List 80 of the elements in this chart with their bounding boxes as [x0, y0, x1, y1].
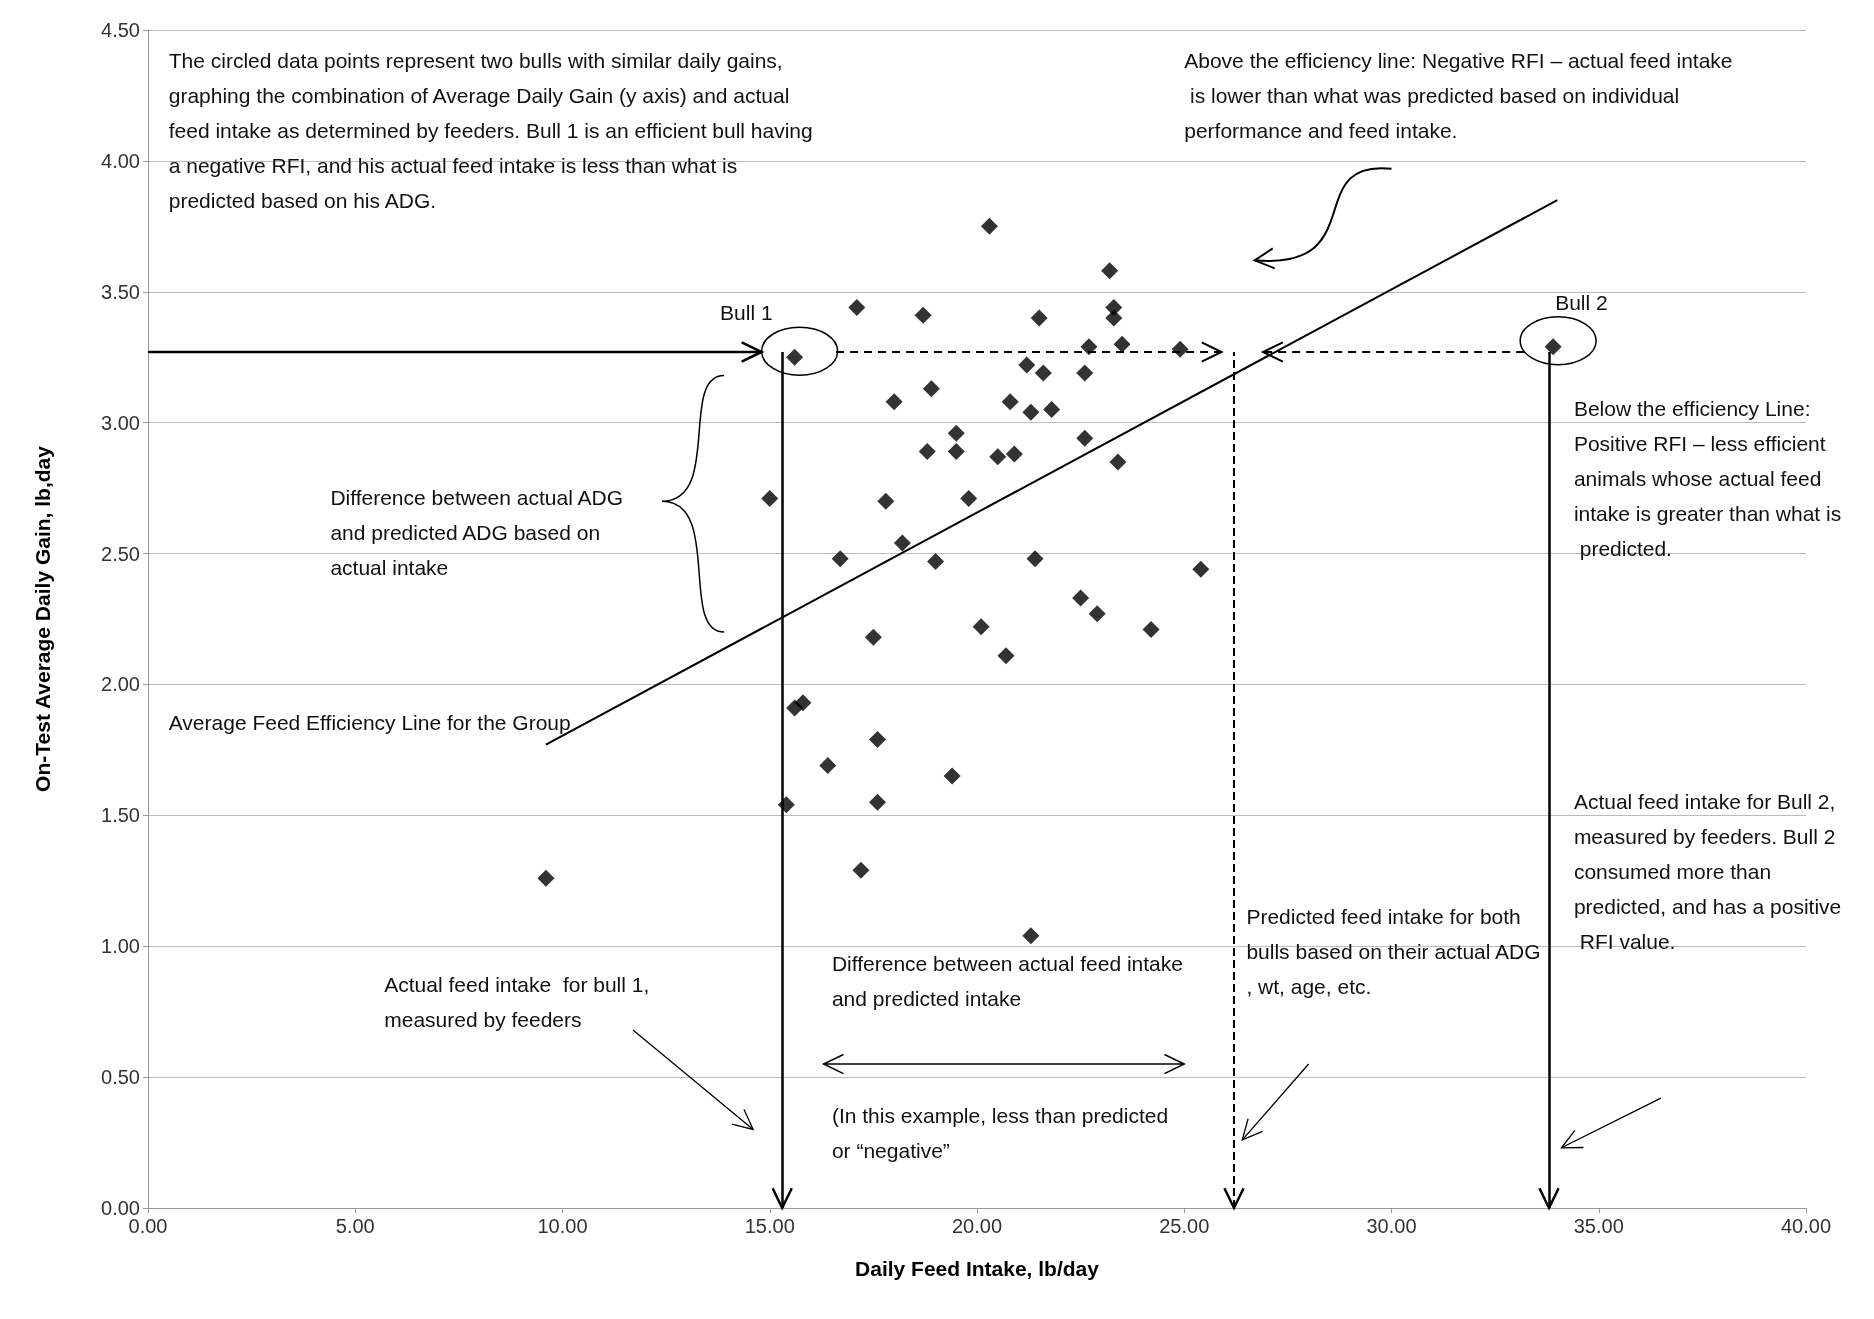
- point: [960, 490, 978, 508]
- point: [786, 348, 804, 366]
- point: [927, 552, 945, 570]
- x-axis-title: Daily Feed Intake, lb/day: [855, 1257, 1100, 1280]
- annotation: The circled data points represent two bulls with similar daily gains, graphing the combination of Average Daily Gain (y axis) and actual feed intake as determined by feeders. Bull 1 is an efficient bull having a negative RFI, and his actual feed intake is less than what is predicted based on his ADG.: [168, 49, 819, 213]
- point: [831, 550, 849, 568]
- y-axis-title: On-Test Average Daily Gain, lb,day: [31, 445, 54, 792]
- annotation: Bull 1: [720, 301, 773, 325]
- point: [1018, 356, 1036, 374]
- point: [1022, 403, 1040, 421]
- point: [1076, 429, 1094, 447]
- annotation: Difference between actual feed intake and predicted intake: [831, 952, 1189, 1011]
- point: [537, 869, 555, 887]
- point: [848, 298, 866, 316]
- point: [869, 793, 887, 811]
- point: [1005, 445, 1023, 463]
- annotation: Predicted feed intake for both bulls based on their actual ADG, wt, age, etc.: [1246, 905, 1541, 999]
- y-tick-label: 4.50: [101, 19, 140, 41]
- point: [943, 767, 961, 785]
- y-tick-label: 1.00: [101, 935, 140, 958]
- point: [989, 448, 1007, 466]
- point: [997, 647, 1015, 665]
- y-tick-label: 2.00: [101, 673, 140, 696]
- point: [947, 424, 965, 442]
- x-tick-label: 10.00: [537, 1215, 588, 1237]
- y-tick-label: 4.00: [101, 149, 140, 172]
- point: [947, 442, 965, 460]
- point: [852, 861, 870, 879]
- point: [1109, 453, 1127, 471]
- x-tick-label: 25.00: [1159, 1215, 1210, 1237]
- point: [1034, 364, 1052, 382]
- x-tick-label: 5.00: [335, 1215, 375, 1237]
- annotation: Below the efficiency Line: Positive RFI – less efficient animals whose actual feed intake is greater than what is predicted.: [1573, 397, 1842, 561]
- point: [1142, 620, 1160, 638]
- x-tick-label: 35.00: [1573, 1215, 1624, 1237]
- point: [1192, 560, 1210, 578]
- point: [819, 757, 837, 775]
- x-tick-label: 30.00: [1366, 1215, 1417, 1237]
- annotation: (In this example, less than predicted or “negative”: [831, 1104, 1174, 1163]
- x-tick-label: 15.00: [744, 1215, 795, 1237]
- y-tick-label: 2.50: [101, 542, 140, 565]
- point: [1076, 364, 1094, 382]
- point: [972, 618, 990, 636]
- point: [869, 730, 887, 748]
- annotation: Difference between actual ADG and predicted ADG based on actual intake: [330, 486, 629, 580]
- point: [918, 442, 936, 460]
- point: [777, 796, 795, 814]
- point: [893, 534, 911, 552]
- point: [1080, 338, 1098, 356]
- point: [1026, 550, 1044, 568]
- x-tick-label: 20.00: [951, 1215, 1003, 1237]
- point: [877, 492, 895, 510]
- annotation: Actual feed intake for Bull 2, measured by feeders. Bull 2 consumed more than predicted, and has a positive RFI value.: [1573, 789, 1842, 953]
- annotation: Average Feed Efficiency Line for the Group: [168, 711, 571, 735]
- point: [1088, 605, 1106, 623]
- point: [914, 306, 932, 324]
- point: [1544, 338, 1562, 356]
- point: [1113, 335, 1131, 353]
- annotation: Bull 2: [1555, 290, 1608, 314]
- y-tick-label: 0.50: [101, 1066, 140, 1089]
- point: [794, 694, 812, 712]
- point: [922, 380, 940, 398]
- point: [1101, 262, 1119, 280]
- y-tick-label: 3.50: [101, 280, 140, 303]
- point: [761, 490, 779, 508]
- point: [1072, 589, 1090, 607]
- y-tick-label: 3.00: [101, 411, 140, 434]
- annotation: Above the efficiency line: Negative RFI – actual feed intake is lower than what was predicted based on individual performance and feed intake.: [1184, 49, 1733, 143]
- point: [1105, 309, 1123, 327]
- point: [1001, 393, 1019, 411]
- point: [1043, 401, 1061, 419]
- point: [1171, 340, 1189, 358]
- point: [1022, 927, 1040, 945]
- x-tick-label: 40.00: [1780, 1215, 1832, 1237]
- point: [980, 217, 998, 235]
- y-tick-label: 1.50: [101, 804, 140, 827]
- point: [1030, 309, 1048, 327]
- point: [885, 393, 903, 411]
- point: [864, 628, 882, 646]
- annotation: Actual feed intake for bull 1, measured by feeders: [384, 973, 656, 1032]
